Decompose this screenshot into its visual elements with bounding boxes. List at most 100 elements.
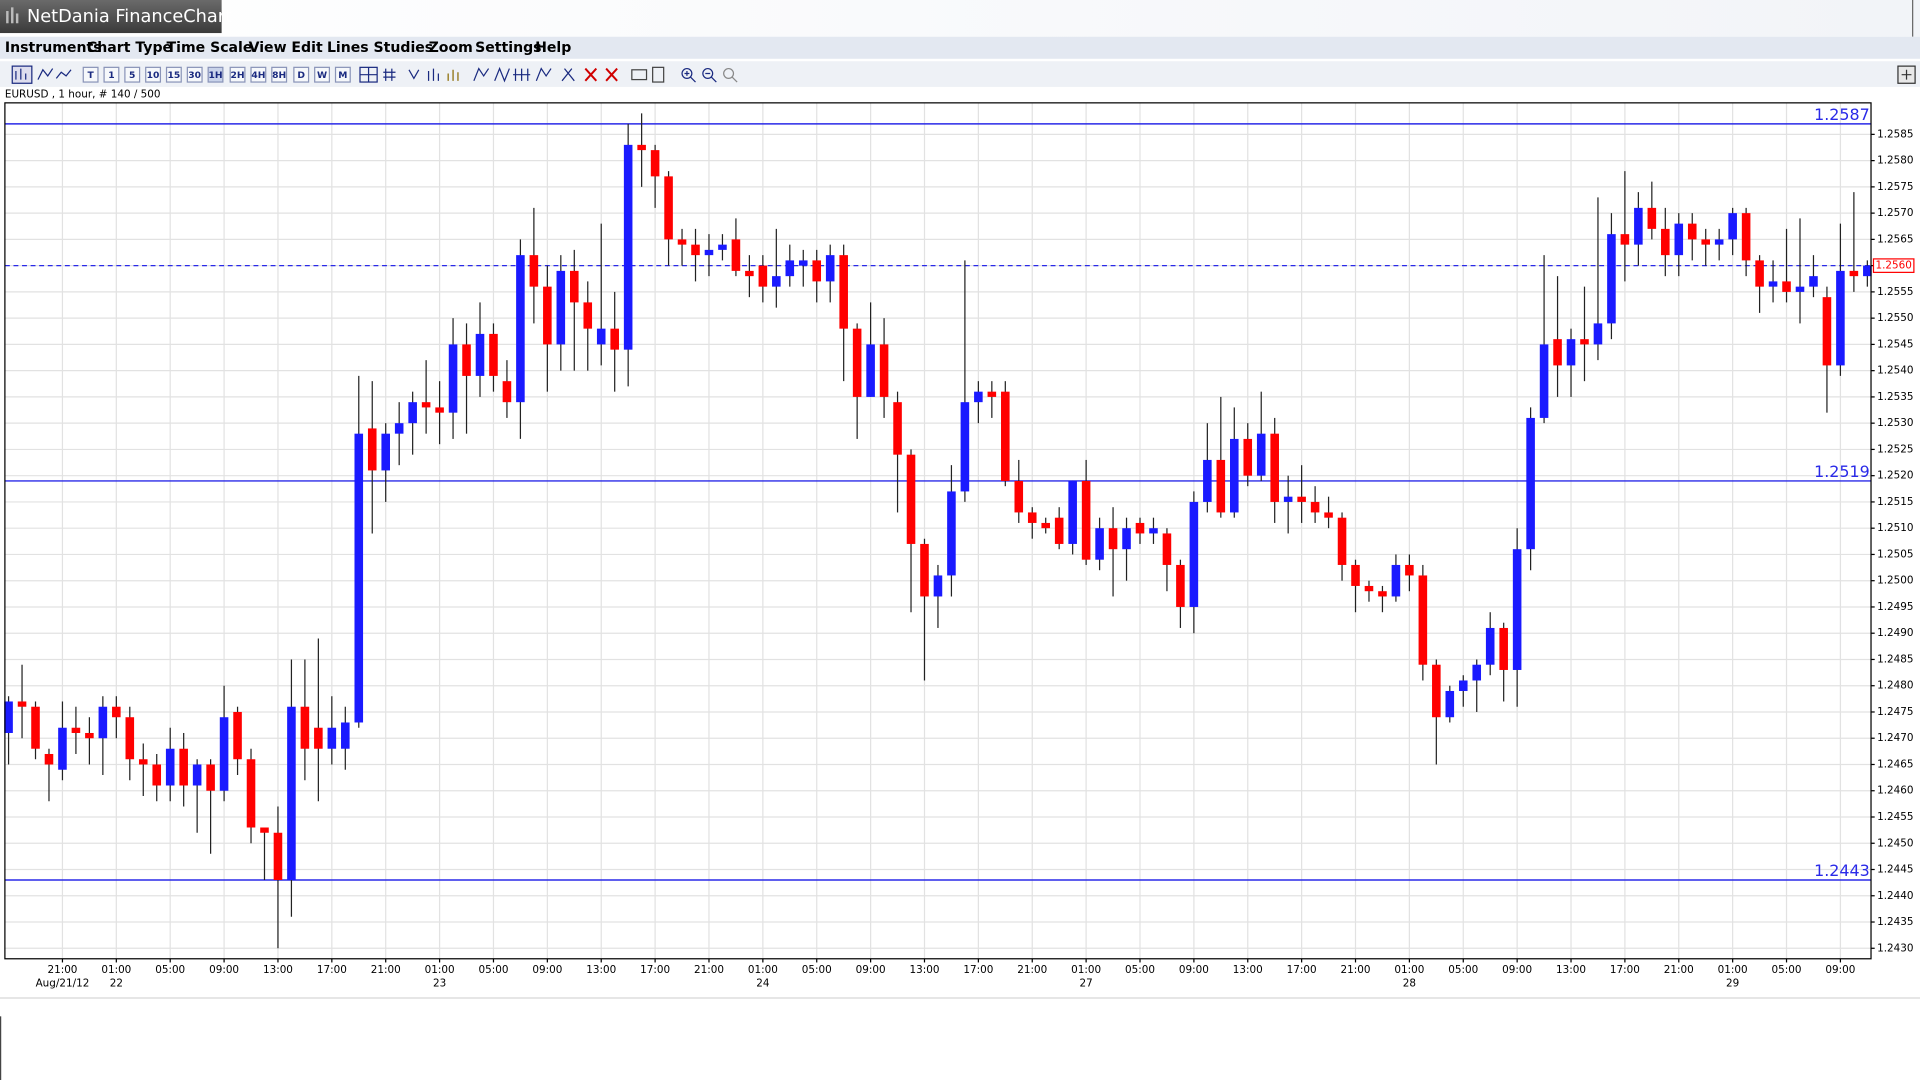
interval-button[interactable] [314, 66, 330, 83]
x-tick-label: 17:00 [1610, 964, 1640, 976]
grid-button[interactable] [383, 68, 396, 81]
menu-item[interactable]: Studies [373, 40, 433, 56]
y-tick-label: 1.2565 [1877, 233, 1913, 245]
menu-item[interactable]: Edit [291, 40, 323, 56]
candle-body [596, 328, 606, 345]
line-tool-button[interactable] [561, 68, 575, 82]
menu-item[interactable]: Settings [475, 40, 541, 56]
x-tick-label: 05:00 [1448, 964, 1478, 976]
x-tick-label: 05:00 [155, 964, 185, 976]
area-button[interactable] [55, 69, 72, 79]
candle-body [1553, 339, 1562, 366]
title-tab [0, 0, 222, 34]
menu-item[interactable]: Chart Type [87, 40, 172, 56]
candle-body [1081, 480, 1091, 560]
candle-body [1674, 223, 1684, 256]
candle-body [650, 150, 660, 177]
interval-button[interactable] [207, 66, 224, 83]
candle-body [1351, 564, 1360, 586]
preview-button[interactable] [652, 66, 665, 83]
interval-button[interactable] [186, 66, 203, 83]
y-tick-label: 1.2475 [1877, 706, 1913, 718]
zoom-in-button[interactable] [681, 67, 693, 79]
interval-button[interactable] [103, 66, 120, 83]
level-label: 1.2519 [1814, 462, 1870, 481]
x-tick-label: 21:00 [1341, 964, 1371, 976]
y-tick-label: 1.2540 [1877, 365, 1913, 377]
print-button[interactable] [631, 69, 648, 81]
zoom-out-button[interactable] [702, 67, 714, 79]
interval-button[interactable] [293, 66, 310, 83]
x-tick-label: 05:00 [1125, 964, 1155, 976]
menu-item[interactable]: Zoom [429, 40, 473, 56]
menu-item[interactable]: View [249, 40, 287, 56]
volume-button[interactable] [427, 68, 439, 81]
interval-button[interactable] [124, 66, 141, 83]
y-tick-label: 1.2555 [1877, 286, 1913, 298]
menu-item[interactable]: Lines [327, 40, 369, 56]
channel-button[interactable] [494, 66, 510, 83]
menu-item[interactable]: Time Scale [167, 40, 253, 56]
interval-button[interactable] [229, 66, 246, 83]
candle-body [300, 706, 310, 749]
candle-body [933, 575, 943, 597]
zoom-reset-button[interactable] [723, 67, 735, 79]
last-price-tag [1872, 258, 1915, 273]
candle-body [502, 381, 512, 403]
y-tick-label: 1.2470 [1877, 732, 1913, 744]
gann-button[interactable] [535, 67, 552, 82]
candle-body [179, 748, 188, 786]
candle-body [866, 344, 875, 397]
candle-body [1768, 281, 1778, 287]
bars-button[interactable] [447, 69, 459, 81]
interval-button[interactable] [271, 66, 288, 83]
interval-button[interactable] [334, 66, 351, 83]
candle-body [125, 717, 135, 760]
candle-body [637, 144, 646, 151]
x-tick-label: 09:00 [209, 964, 239, 976]
candle-body [1378, 591, 1387, 597]
candle-body [314, 727, 323, 749]
delete-all-button[interactable] [605, 67, 618, 82]
y-tick-label: 1.2515 [1877, 496, 1913, 508]
candle-body [1539, 344, 1549, 418]
menu-item[interactable]: Instruments [5, 40, 102, 56]
candle-body [1337, 517, 1347, 565]
candle-body [704, 249, 714, 256]
level-label: 1.2443 [1814, 861, 1870, 880]
menu-item[interactable]: Help [535, 40, 571, 56]
candle-body [421, 402, 431, 408]
candle-body [1041, 522, 1050, 529]
delete-button[interactable] [584, 67, 598, 82]
interval-button[interactable] [145, 66, 162, 83]
interval-button[interactable] [165, 66, 182, 83]
down-button[interactable] [408, 69, 420, 80]
candle-body [1809, 276, 1818, 287]
interval-button[interactable] [82, 66, 99, 83]
line-button[interactable] [37, 68, 54, 80]
x-tick-label: 09:00 [1179, 964, 1209, 976]
candle-body [623, 144, 633, 350]
candle-body [691, 244, 700, 256]
candle-body [1741, 213, 1751, 261]
y-tick-label: 1.2445 [1877, 864, 1913, 876]
candle-body [1135, 522, 1145, 534]
trend-button[interactable] [473, 67, 490, 82]
y-tick-label: 1.2430 [1877, 942, 1913, 954]
candle-body [570, 270, 579, 303]
candle-body [165, 748, 175, 786]
candle-body [1458, 680, 1468, 691]
interval-button[interactable] [250, 66, 267, 83]
x-tick-label: 01:00 [1071, 964, 1101, 976]
chart-type-button[interactable] [11, 65, 33, 84]
candle-body [85, 732, 94, 739]
candle-body [906, 454, 916, 544]
candle-body [947, 491, 956, 576]
candle-body [219, 717, 229, 791]
fib-button[interactable] [513, 68, 531, 81]
date-label: 27 [1080, 977, 1093, 989]
interval-label: 10 [147, 70, 160, 81]
candle-body [1782, 281, 1791, 292]
